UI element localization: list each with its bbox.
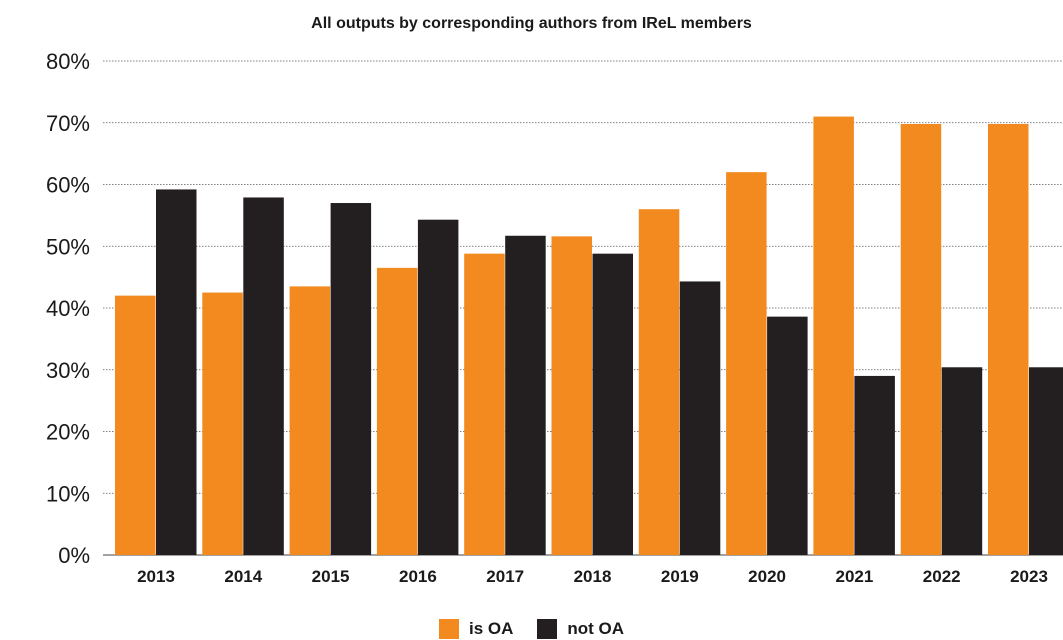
bar-not-oa bbox=[417, 219, 459, 555]
y-tick-label: 40% bbox=[46, 296, 90, 321]
bar-is-oa bbox=[551, 236, 592, 555]
bar-is-oa bbox=[726, 172, 767, 555]
bar-is-oa bbox=[900, 123, 942, 556]
y-tick-label: 20% bbox=[46, 420, 90, 445]
bar-not-oa bbox=[1029, 367, 1063, 555]
y-tick-label: 80% bbox=[46, 49, 90, 74]
bar-is-oa bbox=[115, 295, 156, 555]
x-tick-label: 2020 bbox=[748, 567, 786, 586]
x-tick-label: 2014 bbox=[224, 567, 262, 586]
bar-is-oa bbox=[813, 116, 854, 555]
bar-is-oa bbox=[376, 267, 418, 555]
x-tick-label: 2021 bbox=[835, 567, 873, 586]
bar-not-oa bbox=[854, 375, 895, 555]
y-tick-label: 70% bbox=[46, 111, 90, 136]
y-axis-ticks: 0% 10% 20% 30% 40% 50% 60% 70% 80% bbox=[46, 49, 90, 568]
x-tick-label: 2022 bbox=[923, 567, 961, 586]
chart-title: All outputs by corresponding authors fro… bbox=[311, 15, 752, 32]
y-tick-label: 10% bbox=[46, 481, 90, 506]
bar-is-oa bbox=[202, 292, 243, 555]
bar-is-oa bbox=[464, 253, 505, 555]
bar-chart: 0%10%20%30%40%50%60%70%80% 2013 2014 2015 2… bbox=[46, 49, 1063, 586]
x-tick-label: 2023 bbox=[1010, 567, 1048, 586]
bar-not-oa bbox=[767, 316, 808, 555]
x-tick-label: 2017 bbox=[486, 567, 524, 586]
bar-is-oa bbox=[289, 286, 331, 555]
x-tick-label: 2018 bbox=[574, 567, 612, 586]
legend: is OA not OA bbox=[0, 619, 1063, 639]
legend-item-is-oa: is OA bbox=[438, 619, 514, 639]
legend-item-not-oa: not OA bbox=[537, 619, 624, 639]
bars bbox=[115, 116, 1063, 556]
x-axis-ticks: 2013 2014 2015 2016 2017 2018 2019 2020 2021 2022… bbox=[137, 567, 1048, 586]
bar-is-oa bbox=[638, 209, 680, 555]
bar-not-oa bbox=[679, 281, 721, 555]
y-tick-label: 0% bbox=[58, 543, 90, 568]
bar-not-oa bbox=[505, 235, 546, 555]
x-tick-label: 2013 bbox=[137, 567, 175, 586]
bar-not-oa bbox=[156, 189, 197, 555]
bar-not-oa bbox=[330, 203, 372, 555]
legend-swatch-is-oa bbox=[438, 619, 459, 639]
bar-not-oa bbox=[592, 253, 633, 555]
x-tick-label: 2015 bbox=[312, 567, 350, 586]
x-tick-label: 2016 bbox=[399, 567, 437, 586]
bar-is-oa bbox=[988, 123, 1029, 556]
legend-swatch-not-oa bbox=[537, 619, 558, 639]
bar-not-oa bbox=[941, 367, 983, 555]
x-tick-label: 2019 bbox=[661, 567, 699, 586]
y-tick-label: 60% bbox=[46, 173, 90, 198]
bar-not-oa bbox=[243, 197, 284, 555]
y-tick-label: 50% bbox=[46, 234, 90, 259]
y-tick-label: 30% bbox=[46, 358, 90, 383]
legend-label-is-oa: is OA bbox=[468, 619, 514, 638]
legend-label-not-oa: not OA bbox=[567, 619, 625, 638]
